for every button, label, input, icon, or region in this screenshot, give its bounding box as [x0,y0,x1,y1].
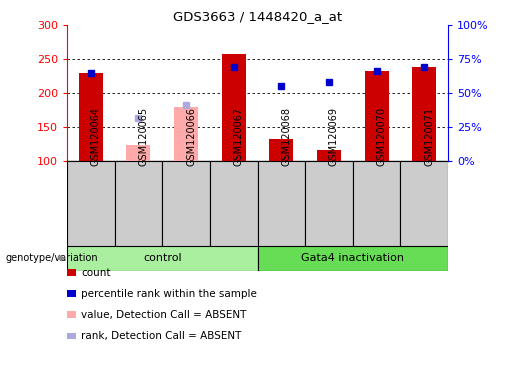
Text: Gata4 inactivation: Gata4 inactivation [301,253,404,263]
Text: GSM120068: GSM120068 [281,106,291,166]
Text: GDS3663 / 1448420_a_at: GDS3663 / 1448420_a_at [173,10,342,23]
Bar [305,161,353,246]
Text: percentile rank within the sample: percentile rank within the sample [81,289,258,299]
Text: count: count [81,268,111,278]
Bar [114,161,162,246]
Text: value, Detection Call = ABSENT: value, Detection Call = ABSENT [81,310,247,320]
Bar [365,71,388,161]
Bar [222,54,246,161]
Bar [401,161,448,246]
Text: GSM120066: GSM120066 [186,106,196,166]
Text: control: control [143,253,182,263]
Bar [162,161,210,246]
Bar [174,107,198,161]
Bar [413,67,436,161]
Bar [353,161,401,246]
Bar [127,145,150,161]
Bar [317,150,341,161]
Bar [258,246,448,271]
Bar [67,161,115,246]
Text: GSM120071: GSM120071 [424,106,434,166]
Bar [258,161,305,246]
Text: GSM120069: GSM120069 [329,106,339,166]
Text: GSM120070: GSM120070 [376,106,387,166]
Text: rank, Detection Call = ABSENT: rank, Detection Call = ABSENT [81,331,242,341]
Bar [210,161,258,246]
Text: GSM120065: GSM120065 [139,106,148,166]
Bar [269,139,293,161]
Text: genotype/variation: genotype/variation [5,253,98,263]
Bar [79,73,102,161]
Text: GSM120064: GSM120064 [91,106,101,166]
Text: GSM120067: GSM120067 [234,106,244,166]
Bar [67,246,258,271]
